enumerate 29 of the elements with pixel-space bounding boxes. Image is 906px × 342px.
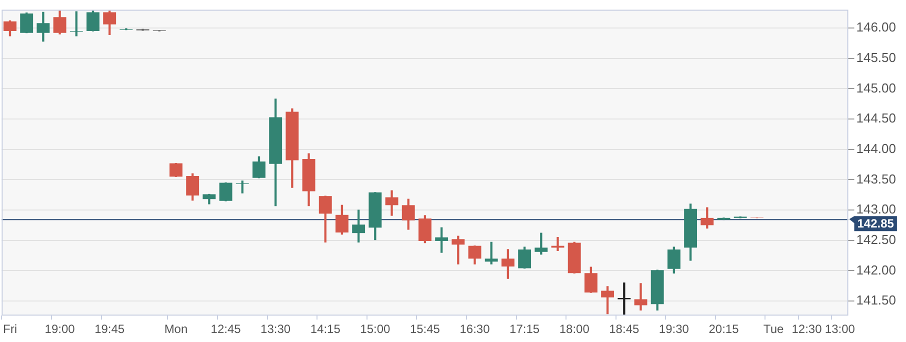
x-tick-label: 18:00 bbox=[559, 322, 590, 336]
x-tick-label: 19:30 bbox=[658, 322, 690, 336]
x-tick-label: 13:00 bbox=[824, 322, 856, 336]
y-tick-label: 141.50 bbox=[856, 292, 896, 308]
ref-line-label: 142.85 bbox=[857, 216, 894, 230]
x-tick-label: 17:15 bbox=[510, 322, 540, 336]
y-tick-label: 145.00 bbox=[856, 80, 896, 96]
y-tick-label: 142.50 bbox=[856, 232, 896, 247]
y-tick-label: 145.50 bbox=[856, 50, 896, 65]
x-tick-label: Tue bbox=[763, 322, 784, 336]
x-tick-label: Mon bbox=[164, 322, 188, 336]
x-tick-label: 20:15 bbox=[708, 322, 740, 336]
x-tick-label: 12:30 bbox=[792, 322, 822, 336]
y-tick-label: 143.00 bbox=[856, 202, 896, 217]
x-tick-label: 15:00 bbox=[360, 322, 391, 336]
y-tick-label: 143.50 bbox=[856, 171, 896, 186]
x-tick-label: Fri bbox=[2, 322, 17, 336]
y-tick-label: 146.00 bbox=[856, 20, 896, 35]
x-tick-label: 18:45 bbox=[609, 322, 640, 336]
x-tick-label: 19:00 bbox=[44, 322, 76, 336]
x-tick-label: 13:30 bbox=[260, 322, 291, 336]
y-tick-label: 142.00 bbox=[856, 262, 896, 278]
x-tick-label: 14:15 bbox=[310, 322, 341, 336]
y-tick-label: 144.00 bbox=[856, 140, 896, 156]
x-tick-label: 16:30 bbox=[460, 322, 490, 336]
x-tick-label: 15:45 bbox=[410, 322, 440, 336]
x-tick-label: 19:45 bbox=[94, 322, 125, 336]
x-tick-label: 12:45 bbox=[210, 322, 242, 336]
y-tick-label: 144.50 bbox=[856, 110, 896, 126]
